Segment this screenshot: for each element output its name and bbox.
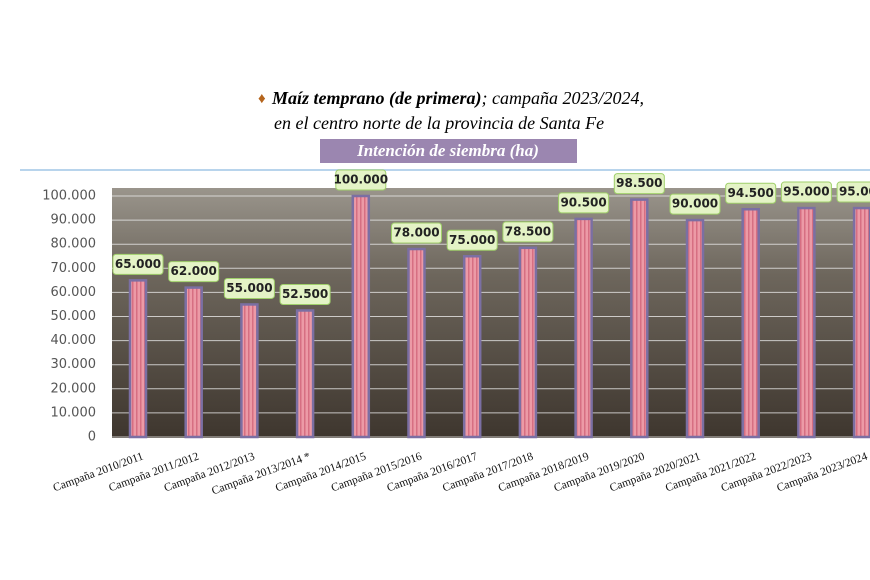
- value-label-box: [168, 261, 220, 283]
- value-label: 95.000: [783, 185, 829, 199]
- value-label-box: [391, 222, 442, 244]
- annotation: Intención de siembra (ha): [356, 141, 539, 160]
- value-label-box: [836, 181, 870, 203]
- y-tick-label: 100.000: [42, 189, 96, 204]
- annotation-box: [320, 139, 577, 163]
- bar: [407, 247, 426, 439]
- value-label-box: [223, 277, 275, 299]
- y-tick-label: 20.000: [51, 381, 97, 396]
- value-label: 52.500: [282, 287, 328, 301]
- bar: [685, 218, 705, 439]
- value-label-box: [725, 182, 777, 204]
- y-tick-label: 0: [88, 430, 96, 445]
- value-label: 55.000: [226, 281, 272, 295]
- value-label-box: [279, 283, 331, 305]
- value-label-box: [335, 169, 387, 191]
- value-label: 94.500: [728, 186, 774, 200]
- value-label: 90.500: [560, 195, 606, 209]
- bar: [852, 206, 870, 439]
- bar: [741, 208, 760, 439]
- y-tick-label: 70.000: [51, 261, 97, 276]
- value-label-box: [112, 253, 164, 275]
- value-label-box: [613, 173, 665, 195]
- title-line: Maíz temprano (de primera); campaña 2023…: [271, 88, 644, 109]
- y-tick-label: 60.000: [51, 285, 97, 300]
- bar: [184, 286, 203, 439]
- value-label: 78.500: [505, 224, 551, 238]
- value-label-box: [780, 181, 832, 203]
- y-tick-label: 10.000: [51, 405, 97, 420]
- bar: [630, 198, 649, 439]
- value-label-box: [558, 192, 610, 214]
- value-label: 78.000: [393, 226, 439, 240]
- y-tick-label: 90.000: [51, 213, 97, 228]
- bar: [240, 303, 259, 439]
- value-label: 62.000: [171, 264, 217, 278]
- value-label: 100.000: [333, 173, 388, 187]
- y-tick-label: 80.000: [51, 237, 97, 252]
- subtitle: en el centro norte de la provincia de Sa…: [274, 113, 604, 133]
- value-label-box: [502, 221, 554, 243]
- value-label: 65.000: [115, 257, 161, 271]
- bar: [462, 255, 482, 439]
- chart-title: Maíz temprano (de primera): [271, 88, 482, 109]
- x-tick-label: Campaña 2010/2011: [52, 450, 146, 494]
- value-label-box: [669, 193, 721, 215]
- title-continuation: ; campaña 2023/2024,: [482, 88, 644, 108]
- bullet: ♦: [258, 91, 266, 107]
- y-tick-label: 50.000: [51, 309, 97, 324]
- value-label: 95.000: [839, 185, 870, 199]
- bar: [295, 309, 315, 439]
- y-tick-label: 30.000: [51, 357, 97, 372]
- value-label: 75.000: [449, 233, 495, 247]
- bar: [574, 217, 593, 439]
- value-label-box: [446, 229, 498, 251]
- bar: [128, 279, 148, 439]
- bar: [351, 194, 371, 439]
- bars: [128, 194, 870, 439]
- value-label: 90.000: [672, 197, 718, 211]
- y-tick-label: 40.000: [51, 333, 97, 348]
- bar: [518, 246, 538, 439]
- value-label: 98.500: [616, 176, 662, 190]
- labels: 0 10.000 20.000 30.000 40.000 50.000 60.000 70.…: [42, 169, 870, 497]
- bar: [797, 206, 816, 439]
